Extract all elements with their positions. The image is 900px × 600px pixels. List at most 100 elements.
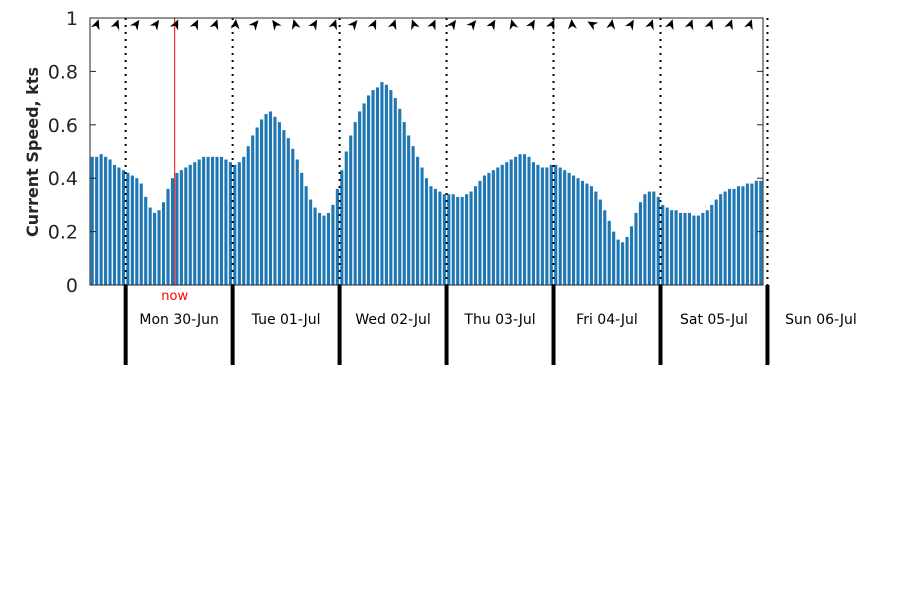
speed-bar (754, 180, 758, 285)
day-label: Fri 04-Jul (576, 312, 638, 328)
speed-bar (451, 194, 455, 285)
speed-bar (161, 202, 166, 285)
speed-bar (367, 95, 371, 286)
day-axis: Mon 30-Jun Tue 01-Jul Wed 02-Jul Thu 03-Jul… (123, 285, 857, 365)
direction-arrow (446, 19, 457, 31)
speed-bar (335, 188, 339, 285)
speed-bar (202, 156, 206, 285)
y-tick-label: 0.6 (48, 115, 78, 137)
speed-bar (741, 186, 745, 285)
speed-bar (625, 236, 629, 285)
speed-bar (473, 186, 478, 285)
speed-bar (260, 119, 264, 286)
speed-bar (607, 220, 611, 285)
speed-bar (313, 207, 317, 285)
speed-bar (527, 156, 531, 285)
speed-bar (750, 183, 754, 285)
speed-bar (251, 135, 255, 285)
speed-bar (678, 212, 683, 285)
direction-arrow (291, 19, 301, 30)
speed-bar (170, 178, 175, 285)
direction-arrow (684, 19, 694, 31)
speed-bar (745, 183, 749, 285)
direction-arrow (704, 19, 714, 31)
speed-bar (736, 186, 741, 285)
speed-bar (509, 159, 513, 285)
speed-bar (433, 188, 437, 285)
speed-bar (545, 167, 549, 285)
speed-bar (603, 210, 607, 285)
speed-bar (90, 156, 94, 285)
speed-bar (549, 164, 553, 285)
speed-bar (233, 164, 237, 285)
speed-bar (683, 212, 687, 285)
speed-bar (554, 164, 558, 285)
speed-bar (478, 180, 482, 285)
direction-arrow (308, 19, 318, 31)
speed-bar (598, 199, 602, 285)
speed-bar (732, 188, 736, 285)
speed-bar (670, 210, 674, 285)
speed-bar (179, 170, 183, 285)
direction-arrow (466, 20, 477, 31)
speed-bar (438, 191, 442, 285)
direction-arrow (169, 19, 179, 31)
speed-bar (634, 212, 638, 285)
speed-bar (255, 127, 259, 285)
direction-arrow (230, 19, 240, 30)
speed-bar (505, 162, 509, 285)
speed-bar (277, 122, 281, 285)
speed-bar (264, 114, 268, 286)
speed-bar (482, 175, 486, 285)
speed-bar (429, 186, 433, 285)
speed-bar (687, 212, 692, 285)
now-label: now (161, 289, 188, 304)
direction-arrow (665, 19, 674, 31)
y-axis-label: Current Speed, kts (23, 67, 42, 237)
speed-bar (206, 156, 210, 285)
speed-bar (139, 183, 143, 285)
speed-bar (714, 199, 718, 285)
speed-bar (580, 180, 585, 285)
speed-bar (380, 82, 384, 285)
speed-bar (643, 194, 647, 285)
speed-bar (112, 164, 117, 285)
speed-bar (759, 180, 763, 285)
speed-bar (224, 159, 228, 285)
speed-bar (393, 98, 397, 285)
day-label: Thu 03-Jul (463, 312, 535, 328)
speed-bar (572, 175, 576, 285)
speed-bar (567, 172, 571, 285)
direction-arrow (526, 19, 535, 31)
speed-bar (184, 167, 188, 285)
speed-bar (447, 194, 451, 285)
speed-bar (500, 164, 504, 285)
speed-bar (585, 183, 589, 285)
y-tick-label: 0.8 (48, 61, 78, 83)
direction-arrow (411, 19, 420, 31)
day-label: Mon 30-Jun (139, 312, 219, 328)
direction-arrow (367, 19, 377, 31)
speed-bar (496, 167, 500, 285)
speed-bar (402, 122, 406, 285)
speed-bar (589, 186, 593, 285)
speed-bar (420, 167, 424, 285)
speed-bar (612, 231, 616, 285)
speed-bar (647, 191, 651, 285)
speed-bar (371, 90, 375, 285)
direction-arrow (129, 19, 140, 31)
speed-bar (594, 191, 598, 285)
direction-arrow (486, 19, 496, 31)
speed-bar (531, 162, 536, 285)
speed-bar (701, 212, 705, 285)
speed-bar (665, 207, 669, 285)
speed-bar (723, 191, 727, 285)
speed-bar (558, 167, 562, 285)
direction-arrow (567, 19, 577, 30)
speed-bar (295, 159, 299, 285)
speed-bar (268, 111, 273, 285)
speed-bar (340, 170, 344, 285)
speed-bar (166, 188, 170, 285)
direction-arrow (189, 19, 199, 31)
